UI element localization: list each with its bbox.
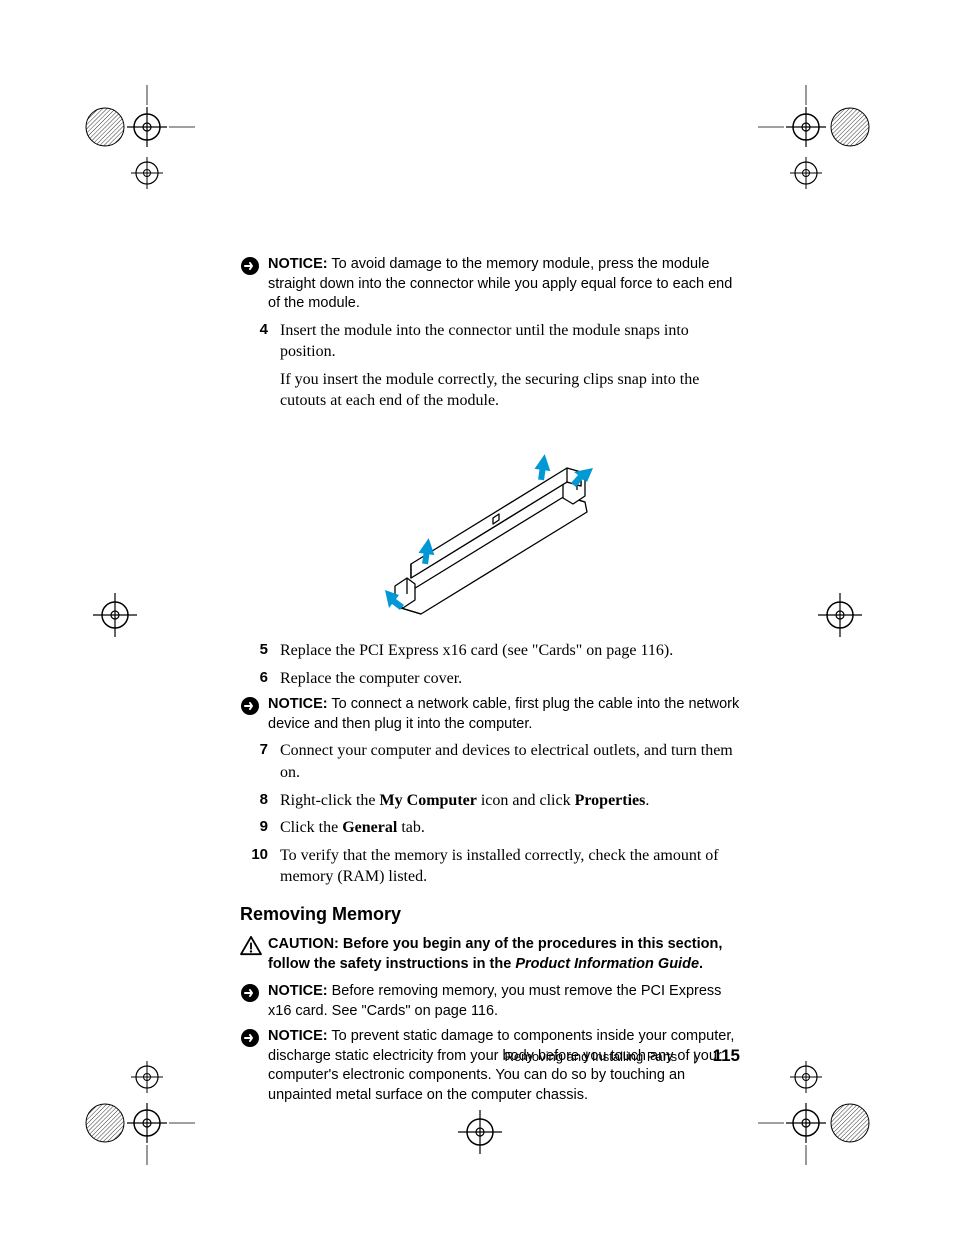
- regmark-mid-right: [810, 590, 870, 640]
- step-4-followup: If you insert the module correctly, the …: [280, 369, 740, 412]
- regmark-top-left: [75, 85, 195, 195]
- step-5: 5 Replace the PCI Express x16 card (see …: [240, 640, 740, 662]
- step-text: Connect your computer and devices to ele…: [280, 740, 740, 783]
- notice-body: To avoid damage to the memory module, pr…: [268, 256, 732, 311]
- regmark-mid-left: [85, 590, 145, 640]
- step-number: 10: [240, 845, 268, 863]
- regmark-bottom-right: [758, 1055, 878, 1165]
- step-8-b1: My Computer: [380, 792, 477, 809]
- step-number: 5: [240, 640, 268, 658]
- notice-icon: [240, 696, 260, 716]
- regmark-bottom-center: [450, 1107, 510, 1157]
- step-9-pre: Click the: [280, 819, 342, 836]
- step-6: 6 Replace the computer cover.: [240, 668, 740, 690]
- step-number: 9: [240, 817, 268, 835]
- footer-section: Removing and Installing Parts: [504, 1049, 677, 1064]
- step-8-post: .: [645, 792, 649, 809]
- page-footer: Removing and Installing Parts | 115: [240, 1046, 740, 1066]
- caution-icon: [240, 936, 262, 956]
- step-9-post: tab.: [397, 819, 425, 836]
- notice-label: NOTICE:: [268, 1028, 328, 1044]
- notice-1-text: NOTICE: To avoid damage to the memory mo…: [268, 255, 740, 314]
- caution-tail: .: [699, 956, 703, 972]
- caution-block: CAUTION: Before you begin any of the pro…: [240, 935, 740, 974]
- step-number: 7: [240, 740, 268, 758]
- step-text: Replace the computer cover.: [280, 668, 462, 690]
- memory-module-figure: [240, 430, 740, 620]
- notice-label: NOTICE:: [268, 983, 328, 999]
- notice-body: To connect a network cable, first plug t…: [268, 696, 739, 732]
- step-8: 8 Right-click the My Computer icon and c…: [240, 790, 740, 812]
- notice-label: NOTICE:: [268, 256, 328, 272]
- notice-4-text: NOTICE: To prevent static damage to comp…: [268, 1027, 740, 1105]
- step-10: 10 To verify that the memory is installe…: [240, 845, 740, 888]
- caution-label: CAUTION:: [268, 936, 343, 952]
- regmark-bottom-left: [75, 1055, 195, 1165]
- notice-2: NOTICE: To connect a network cable, firs…: [240, 695, 740, 734]
- notice-2-text: NOTICE: To connect a network cable, firs…: [268, 695, 740, 734]
- notice-4: NOTICE: To prevent static damage to comp…: [240, 1027, 740, 1105]
- section-heading-removing-memory: Removing Memory: [240, 904, 740, 925]
- step-8-mid: icon and click: [477, 792, 575, 809]
- regmark-top-right: [758, 85, 878, 195]
- step-9: 9 Click the General tab.: [240, 817, 740, 839]
- notice-1: NOTICE: To avoid damage to the memory mo…: [240, 255, 740, 314]
- page-content: NOTICE: To avoid damage to the memory mo…: [240, 255, 740, 1111]
- footer-page-number: 115: [713, 1046, 740, 1066]
- footer-separator: |: [693, 1049, 696, 1064]
- step-number: 6: [240, 668, 268, 686]
- step-text: To verify that the memory is installed c…: [280, 845, 740, 888]
- step-text: Insert the module into the connector unt…: [280, 320, 740, 363]
- notice-label: NOTICE:: [268, 696, 328, 712]
- caution-pig: Product Information Guide: [515, 956, 699, 972]
- step-7: 7 Connect your computer and devices to e…: [240, 740, 740, 783]
- caution-text: CAUTION: Before you begin any of the pro…: [268, 935, 740, 974]
- step-text: Right-click the My Computer icon and cli…: [280, 790, 649, 812]
- notice-icon: [240, 256, 260, 276]
- step-9-b1: General: [342, 819, 397, 836]
- step-4: 4 Insert the module into the connector u…: [240, 320, 740, 363]
- step-text: Replace the PCI Express x16 card (see "C…: [280, 640, 673, 662]
- step-text: Click the General tab.: [280, 817, 425, 839]
- notice-body: Before removing memory, you must remove …: [268, 983, 721, 1019]
- notice-3-text: NOTICE: Before removing memory, you must…: [268, 982, 740, 1021]
- step-8-b2: Properties: [575, 792, 646, 809]
- notice-3: NOTICE: Before removing memory, you must…: [240, 982, 740, 1021]
- step-8-pre: Right-click the: [280, 792, 380, 809]
- step-number: 4: [240, 320, 268, 338]
- step-number: 8: [240, 790, 268, 808]
- notice-icon: [240, 983, 260, 1003]
